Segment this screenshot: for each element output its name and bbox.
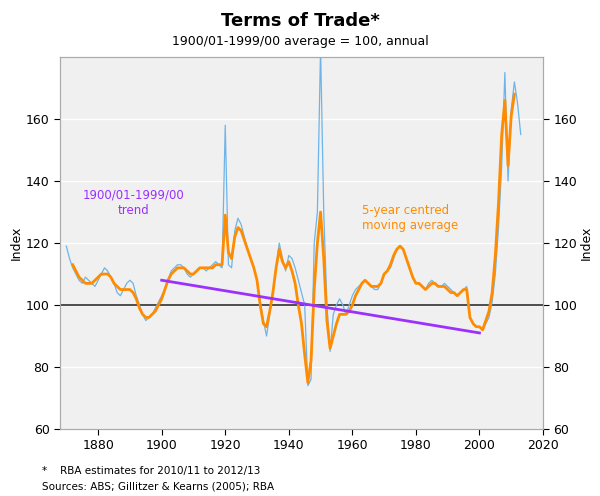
Text: *    RBA estimates for 2010/11 to 2012/13: * RBA estimates for 2010/11 to 2012/13 <box>42 466 260 476</box>
Text: Sources: ABS; Gillitzer & Kearns (2005); RBA: Sources: ABS; Gillitzer & Kearns (2005);… <box>42 481 274 491</box>
Y-axis label: Index: Index <box>10 226 23 260</box>
Y-axis label: Index: Index <box>580 226 593 260</box>
Text: 1900/01-1999/00 average = 100, annual: 1900/01-1999/00 average = 100, annual <box>172 35 428 48</box>
Text: Terms of Trade*: Terms of Trade* <box>221 12 379 30</box>
Text: 5-year centred
moving average: 5-year centred moving average <box>362 204 458 232</box>
Text: 1900/01-1999/00
trend: 1900/01-1999/00 trend <box>82 189 184 217</box>
